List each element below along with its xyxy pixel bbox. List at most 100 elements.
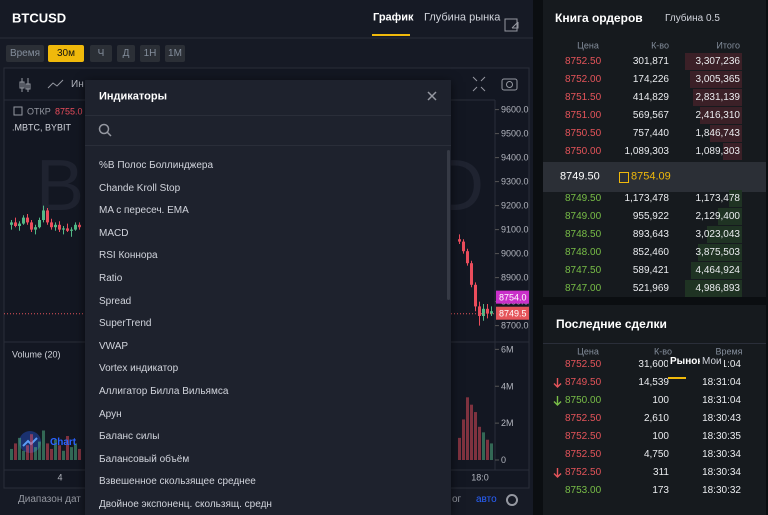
trade-time: 18:30:35 [702, 431, 741, 442]
column-header: Цена [577, 346, 599, 357]
interval-label: Д [122, 47, 130, 59]
date-range[interactable]: Диапазон дат [18, 494, 81, 505]
depth-bar [697, 244, 742, 261]
indicator-item[interactable]: SuperTrend [99, 318, 152, 330]
column-header: К-во [651, 40, 669, 51]
depth-select[interactable]: Глубина 0.5 [665, 13, 720, 24]
trades-title: Последние сделки [556, 317, 667, 331]
indicator-item[interactable]: Баланс силы [99, 431, 160, 443]
trade-quantity: 100 [652, 395, 669, 406]
indicator-item[interactable]: MA с пересеч. EMA [99, 205, 189, 217]
quantity: 521,969 [632, 283, 669, 294]
price: 8752.00 [565, 74, 602, 85]
quantity: 852,460 [632, 247, 669, 258]
volume-bar [78, 448, 81, 460]
volume-bar [14, 443, 17, 460]
candle-body [14, 222, 17, 226]
search-icon [98, 123, 110, 135]
x-tick-label: 18:0 [471, 472, 489, 483]
tab-underline [668, 377, 686, 379]
dialog-title: Индикаторы [99, 90, 167, 103]
candle-body [46, 210, 49, 223]
volume-bar [50, 448, 53, 460]
total: 2,129,400 [695, 211, 741, 222]
volume-bar [62, 450, 65, 460]
candle-body [490, 311, 493, 314]
scrollbar[interactable] [447, 150, 450, 300]
trade-price: 8752.50 [565, 413, 602, 424]
price: 8747.50 [565, 265, 602, 276]
close-button[interactable] [427, 91, 437, 101]
trade-price: 8750.00 [565, 395, 602, 406]
candle-body [10, 222, 13, 225]
indicator-item[interactable]: MACD [99, 227, 129, 239]
tab[interactable]: Глубина рынка [424, 11, 501, 24]
depth-bar [728, 190, 742, 207]
indicator-item[interactable]: Vortex индикатор [99, 363, 179, 375]
fullscreen-icon[interactable] [472, 76, 486, 92]
quantity: 757,440 [632, 128, 669, 139]
interval-button[interactable]: 1Н [140, 45, 160, 62]
symbol: BTCUSD [12, 10, 67, 26]
total: 3,875,503 [695, 247, 741, 258]
camera-icon[interactable] [501, 78, 518, 91]
volume-bar [54, 439, 57, 460]
logo-text: Chart [50, 437, 77, 448]
trades-tab-active[interactable]: Рынок [668, 356, 705, 368]
indicator-item[interactable]: %B Полос Боллинджера [99, 160, 214, 171]
price: 8749.50 [565, 193, 602, 204]
indicator-item[interactable]: Chande Kroll Stop [99, 182, 181, 194]
price-label-bg [496, 290, 529, 304]
line-icon[interactable] [47, 79, 64, 89]
volume-bar [462, 419, 465, 460]
volume-tick-label: 6M [501, 344, 514, 354]
indicator-item[interactable]: Двойное экспоненц. скользящ. средн [99, 499, 272, 510]
interval-button[interactable]: 1М [165, 45, 185, 62]
y-tick-label: 8700.0 [501, 321, 529, 331]
total: 3,023,043 [695, 229, 741, 240]
depth-bar [717, 208, 742, 225]
candle-body [478, 306, 481, 316]
indicator-item[interactable]: Ratio [99, 273, 123, 284]
indicator-item[interactable]: Аллигатор Билла Вильямса [99, 386, 229, 397]
interval-button[interactable]: Д [117, 45, 135, 62]
indicator-item[interactable]: VWAP [99, 340, 129, 352]
trades-tab[interactable]: Мои [700, 356, 724, 368]
interval-button[interactable]: Время [6, 45, 44, 62]
volume-tick-label: 0 [501, 455, 506, 465]
trade-quantity: 2,610 [643, 413, 669, 424]
indicator-item[interactable]: RSI Коннора [99, 250, 158, 262]
candle-body [474, 284, 477, 307]
indicator-item[interactable]: Балансовый объём [99, 453, 190, 465]
total: 2,416,310 [695, 110, 741, 121]
auto-toggle[interactable]: авто [476, 494, 497, 505]
log-toggle[interactable]: ог [452, 494, 462, 505]
volume-bar [486, 439, 489, 460]
indicator-item[interactable]: Арун [99, 408, 122, 420]
settings-icon[interactable] [506, 494, 518, 506]
candle-body [78, 224, 81, 228]
total: 3,005,365 [695, 74, 741, 85]
trade-price: 8752.50 [565, 449, 602, 460]
expand-icon[interactable] [504, 18, 519, 32]
quantity: 569,567 [632, 110, 669, 121]
eye-icon[interactable] [13, 106, 23, 116]
indicator-item[interactable]: Взвешенное скользящее среднее [99, 476, 256, 488]
price-label-bg [496, 306, 529, 320]
column-header: Время [715, 346, 743, 357]
trade-time: 18:30:34 [702, 449, 741, 460]
interval-button[interactable]: Ч [90, 45, 112, 62]
interval-button[interactable]: 30м [48, 45, 84, 62]
price: 8750.50 [565, 128, 602, 139]
volume-bar [38, 441, 41, 460]
trade-quantity: 31,600 [638, 359, 669, 370]
candle-body [58, 224, 61, 230]
volume-bar [478, 426, 481, 460]
candle-body [62, 228, 65, 230]
candles-icon[interactable] [19, 78, 31, 92]
indicator-item[interactable]: Spread [99, 295, 132, 307]
tab-active[interactable]: График [373, 11, 414, 24]
candle-body [462, 241, 465, 252]
total: 4,986,893 [695, 283, 741, 294]
